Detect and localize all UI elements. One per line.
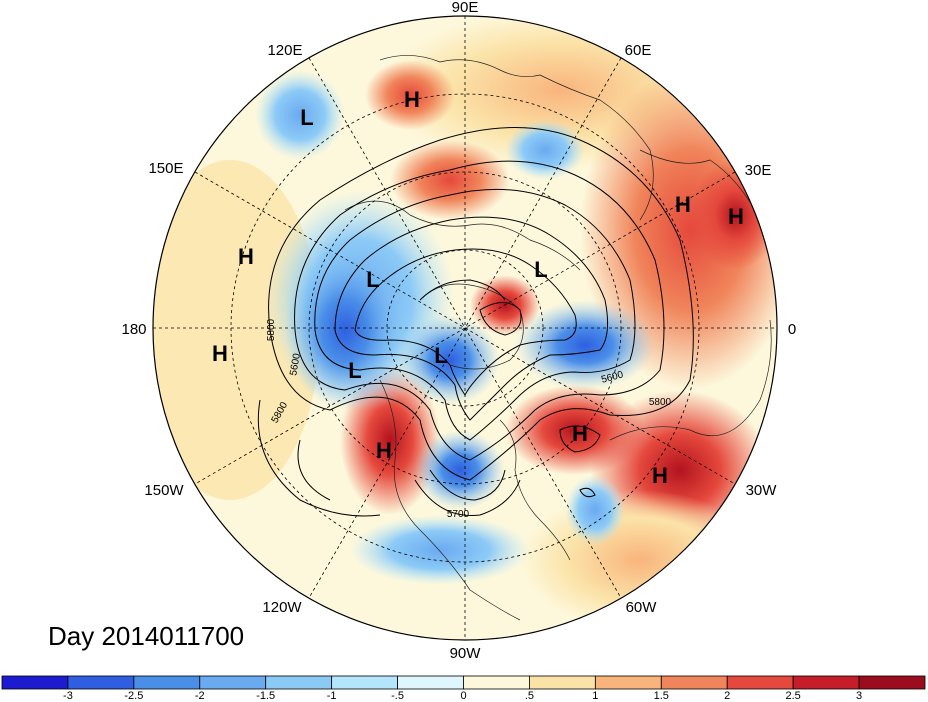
colorbar-tick-label: -2	[195, 690, 205, 702]
center-marker: L	[366, 267, 379, 292]
colorbar-swatch	[660, 675, 728, 690]
colorbar-tick-label: -1	[327, 690, 337, 702]
height-contours	[257, 127, 694, 517]
center-marker: H	[404, 87, 420, 112]
center-marker: H	[572, 421, 588, 446]
center-marker: H	[728, 204, 744, 229]
colorbar-tick-label: 3	[856, 690, 862, 702]
pressure-centers: H L H H L H L L L H H H H	[212, 87, 744, 488]
colorbar-swatch	[199, 675, 267, 690]
colorbar-tick-label: 1.5	[654, 690, 669, 702]
lon-label-120w: 120W	[262, 599, 302, 616]
lon-label-60e: 60E	[625, 42, 652, 59]
lon-label-150e: 150E	[148, 160, 183, 177]
center-marker: L	[348, 358, 361, 383]
coastlines	[344, 55, 772, 621]
colorbar-tick-label: -1.5	[256, 690, 275, 702]
longitude-labels: 90E 60E 30E 0 30W 60W 90W 120W 150W 180 …	[121, 0, 796, 662]
colorbar-tick-label: 2	[724, 690, 730, 702]
lon-label-90w: 90W	[450, 645, 482, 662]
graticule	[153, 16, 777, 640]
colorbar-swatch	[594, 675, 662, 690]
colorbar-tick-label: 1	[592, 690, 598, 702]
center-marker: L	[300, 105, 313, 130]
lon-label-60w: 60W	[626, 599, 658, 616]
lon-label-150w: 150W	[144, 482, 184, 499]
lon-label-90e: 90E	[452, 0, 479, 16]
colorbar-tick-label: 0	[460, 690, 466, 702]
contour-label: 5800	[649, 397, 672, 408]
colorbar-swatch	[463, 675, 530, 690]
colorbar-swatch	[858, 675, 926, 690]
contour-label: 5800	[266, 318, 277, 341]
center-marker: H	[238, 244, 254, 269]
colorbar-swatch	[397, 675, 464, 690]
center-marker: H	[212, 341, 228, 366]
colorbar: -3 -2.5 -2 -1.5 -1 -.5 0 .5 1 1.5 2 2.5 3	[1, 675, 926, 702]
colorbar-swatch	[1, 675, 69, 690]
colorbar-swatch	[331, 675, 398, 690]
colorbar-swatch	[265, 675, 333, 690]
lon-label-180: 180	[121, 321, 146, 338]
center-marker: H	[652, 463, 668, 488]
contour-label: 5700	[447, 509, 470, 520]
contour-label: 5600	[288, 352, 303, 376]
colorbar-tick-label: .5	[525, 690, 534, 702]
colorbar-swatch	[726, 675, 794, 690]
colorbar-tick-label: 2.5	[785, 690, 800, 702]
center-marker: L	[534, 257, 547, 282]
colorbar-swatch	[792, 675, 860, 690]
center-marker: H	[376, 438, 392, 463]
colorbar-tick-label: -2.5	[124, 690, 143, 702]
map-title: Day 2014011700	[48, 621, 244, 651]
map-border	[152, 15, 778, 641]
center-marker: H	[675, 192, 691, 217]
lon-label-120e: 120E	[267, 42, 302, 59]
lon-label-30w: 30W	[746, 482, 778, 499]
lon-label-0: 0	[788, 321, 796, 338]
colorbar-swatch	[529, 675, 596, 690]
colorbar-tick-label: -.5	[391, 690, 404, 702]
anomaly-shading	[153, 16, 777, 640]
lon-label-30e: 30E	[745, 162, 772, 179]
colorbar-tick-label: -3	[63, 690, 73, 702]
colorbar-swatch	[67, 675, 135, 690]
center-marker: L	[434, 343, 447, 368]
colorbar-swatch	[133, 675, 201, 690]
